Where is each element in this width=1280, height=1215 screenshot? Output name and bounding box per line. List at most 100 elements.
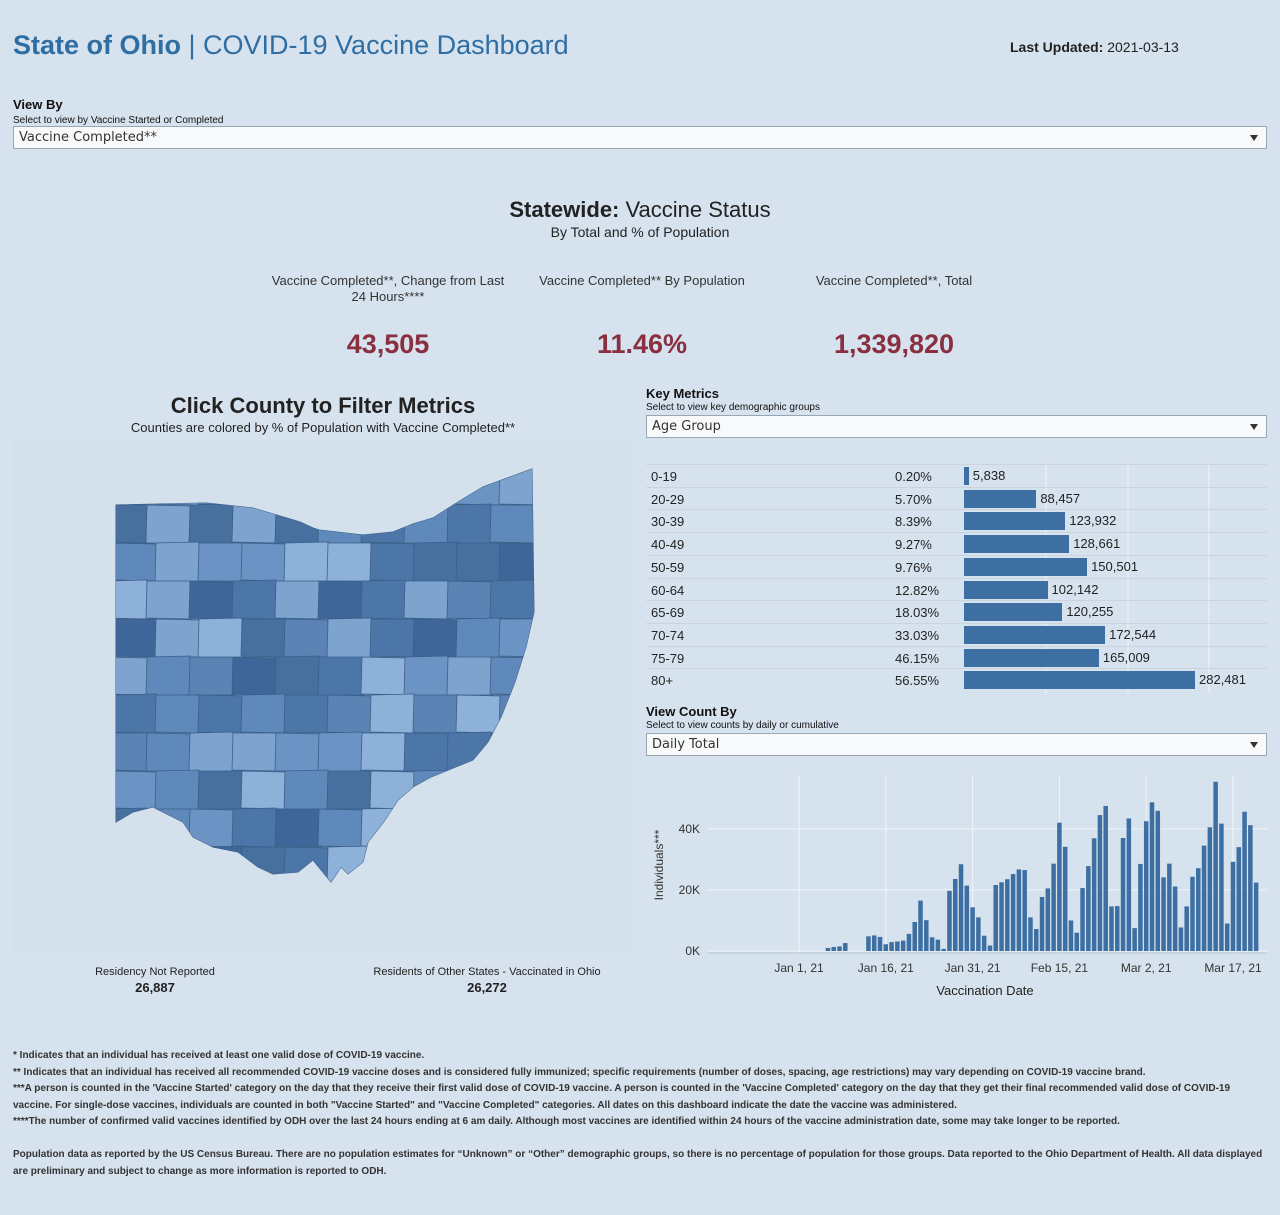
age-bar[interactable] <box>964 625 1106 644</box>
county-shape[interactable] <box>103 732 150 772</box>
county-shape[interactable] <box>188 808 236 848</box>
county-shape[interactable] <box>188 503 236 545</box>
daily-bar[interactable] <box>970 907 975 951</box>
county-shape[interactable] <box>112 846 159 885</box>
daily-bar[interactable] <box>1178 927 1184 951</box>
daily-bar[interactable] <box>1051 863 1056 951</box>
daily-bar[interactable] <box>895 941 900 951</box>
county-shape[interactable] <box>231 504 279 544</box>
county-shape[interactable] <box>154 846 202 885</box>
county-shape[interactable] <box>498 846 545 885</box>
county-shape[interactable] <box>455 770 503 810</box>
age-row-75-79[interactable]: 75-79 46.15% 165,009 <box>646 645 1267 668</box>
key-metrics-select[interactable]: Age Group <box>646 415 1267 438</box>
daily-bar[interactable] <box>1184 906 1189 951</box>
county-shape[interactable] <box>145 580 193 620</box>
county-shape[interactable] <box>283 618 331 658</box>
county-shape[interactable] <box>240 618 288 658</box>
county-shape[interactable] <box>188 731 236 773</box>
ohio-map[interactable] <box>13 442 633 952</box>
daily-bar[interactable] <box>1161 877 1166 951</box>
county-shape[interactable] <box>103 807 150 848</box>
daily-bar[interactable] <box>1109 906 1114 951</box>
county-shape[interactable] <box>231 807 279 848</box>
daily-bar[interactable] <box>1224 923 1230 951</box>
daily-bar[interactable] <box>941 948 946 951</box>
county-shape[interactable] <box>403 655 451 697</box>
daily-bar[interactable] <box>1091 838 1097 951</box>
county-shape[interactable] <box>317 808 365 848</box>
county-shape[interactable] <box>360 579 408 620</box>
county-shape[interactable] <box>326 617 374 659</box>
daily-bar[interactable] <box>831 947 836 951</box>
county-shape[interactable] <box>369 693 417 734</box>
daily-bar[interactable] <box>1196 868 1201 951</box>
county-shape[interactable] <box>412 694 460 734</box>
age-row-70-74[interactable]: 70-74 33.03% 172,544 <box>646 622 1267 645</box>
county-shape[interactable] <box>455 845 503 886</box>
county-shape[interactable] <box>240 466 288 506</box>
county-shape[interactable] <box>489 656 536 696</box>
county-shape[interactable] <box>446 808 494 848</box>
county-shape[interactable] <box>403 580 451 620</box>
county-shape[interactable] <box>412 541 460 583</box>
ohio-county-map[interactable] <box>13 442 633 952</box>
county-shape[interactable] <box>412 769 460 811</box>
county-shape[interactable] <box>112 542 159 582</box>
county-shape[interactable] <box>412 618 460 658</box>
daily-bar[interactable] <box>1155 810 1161 951</box>
daily-bar[interactable] <box>1213 781 1218 951</box>
county-shape[interactable] <box>317 503 365 545</box>
county-shape[interactable] <box>326 467 374 506</box>
county-shape[interactable] <box>317 656 365 696</box>
daily-bar[interactable] <box>1028 917 1033 951</box>
county-shape[interactable] <box>283 846 331 885</box>
daily-bar[interactable] <box>866 936 871 951</box>
age-row-30-39[interactable]: 30-39 8.39% 123,932 <box>646 509 1267 531</box>
daily-bar[interactable] <box>1080 888 1085 951</box>
county-shape[interactable] <box>197 467 245 506</box>
daily-bar[interactable] <box>999 882 1004 951</box>
county-shape[interactable] <box>145 655 193 697</box>
county-shape[interactable] <box>326 770 374 810</box>
county-shape[interactable] <box>197 694 245 734</box>
daily-bar[interactable] <box>924 920 929 951</box>
county-shape[interactable] <box>188 656 236 696</box>
age-row-65-69[interactable]: 65-69 18.03% 120,255 <box>646 600 1267 622</box>
daily-bar[interactable] <box>987 945 993 951</box>
daily-bar[interactable] <box>1039 896 1045 951</box>
county-shape[interactable] <box>369 466 417 506</box>
county-shape[interactable] <box>498 693 545 734</box>
age-row-80+[interactable]: 80+ 56.55% 282,481 <box>646 668 1267 690</box>
daily-bar[interactable] <box>1086 866 1091 951</box>
daily-bar[interactable] <box>912 921 917 951</box>
age-row-0-19[interactable]: 0-19 0.20% 5,838 <box>646 464 1267 486</box>
age-row-60-64[interactable]: 60-64 12.82% 102,142 <box>646 577 1267 600</box>
daily-bar[interactable] <box>1068 920 1074 951</box>
county-shape[interactable] <box>369 542 417 582</box>
daily-bar[interactable] <box>1190 876 1195 951</box>
county-shape[interactable] <box>188 580 236 620</box>
county-shape[interactable] <box>112 466 159 506</box>
county-shape[interactable] <box>240 770 288 810</box>
daily-bar[interactable] <box>1248 825 1253 951</box>
county-shape[interactable] <box>455 467 503 506</box>
county-shape[interactable] <box>412 846 460 885</box>
county-shape[interactable] <box>446 731 494 773</box>
county-shape[interactable] <box>197 617 245 659</box>
county-shape[interactable] <box>154 694 202 734</box>
daily-bar[interactable] <box>1167 863 1172 951</box>
age-bar[interactable] <box>964 512 1066 531</box>
daily-bar[interactable] <box>1057 822 1062 951</box>
county-shape[interactable] <box>326 694 374 734</box>
daily-bar[interactable] <box>843 943 848 951</box>
daily-bar[interactable] <box>1126 818 1132 951</box>
county-shape[interactable] <box>498 770 545 810</box>
daily-bar[interactable] <box>1143 821 1149 951</box>
county-shape[interactable] <box>145 732 193 772</box>
daily-bar[interactable] <box>1103 805 1108 951</box>
daily-bar[interactable] <box>1138 863 1143 951</box>
county-shape[interactable] <box>274 580 322 620</box>
county-shape[interactable] <box>412 467 460 506</box>
daily-bar[interactable] <box>889 942 894 951</box>
